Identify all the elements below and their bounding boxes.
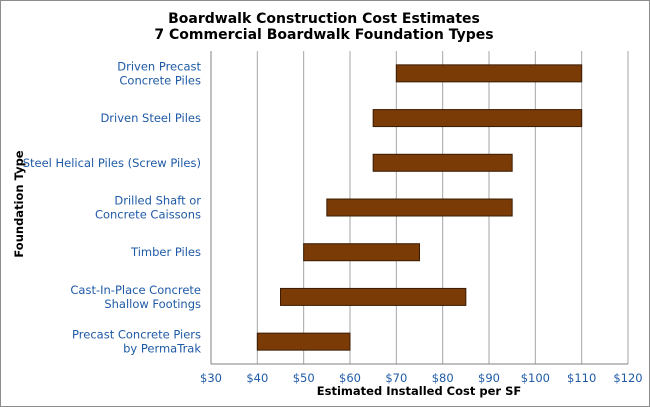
category-label: Cast-In-Place Concrete bbox=[70, 283, 201, 297]
range-bar bbox=[303, 243, 420, 262]
range-bar bbox=[280, 287, 467, 306]
category-label: Concrete Caissons bbox=[95, 208, 201, 222]
x-tick-label: $70 bbox=[385, 371, 407, 385]
range-bar bbox=[326, 198, 513, 217]
x-tick-label: $50 bbox=[293, 371, 315, 385]
x-axis-label: Estimated Installed Cost per SF bbox=[317, 384, 521, 398]
category-label: Concrete Piles bbox=[119, 73, 201, 87]
category-label: Precast Concrete Piers bbox=[72, 328, 201, 342]
category-label: Drilled Shaft or bbox=[114, 194, 201, 208]
x-tick-label: $40 bbox=[246, 371, 268, 385]
y-axis-label: Foundation Type bbox=[12, 150, 26, 257]
range-bar bbox=[395, 64, 583, 83]
range-bar bbox=[372, 153, 513, 172]
category-label: Driven Steel Piles bbox=[100, 111, 201, 125]
category-label: Steel Helical Piles (Screw Piles) bbox=[23, 156, 201, 170]
x-tick-label: $100 bbox=[521, 371, 550, 385]
x-tick-label: $90 bbox=[478, 371, 500, 385]
category-label: by PermaTrak bbox=[123, 342, 201, 356]
chart-subtitle: 7 Commercial Boardwalk Foundation Types bbox=[154, 27, 493, 43]
category-label: Shallow Footings bbox=[104, 297, 201, 311]
plot-area: $30 $40 $50 $60 $70 $80 $90 $100 $110 $120 Driven … bbox=[23, 51, 643, 385]
x-tick-label: $80 bbox=[432, 371, 454, 385]
range-bar bbox=[256, 332, 351, 351]
x-tick-label: $60 bbox=[339, 371, 361, 385]
range-bar bbox=[372, 109, 583, 128]
category-label: Timber Piles bbox=[130, 245, 201, 259]
category-label: Driven Precast bbox=[117, 59, 201, 73]
x-tick-label: $120 bbox=[613, 371, 642, 385]
x-tick-label: $110 bbox=[567, 371, 596, 385]
x-tick-label: $30 bbox=[200, 371, 222, 385]
chart-title: Boardwalk Construction Cost Estimates bbox=[168, 11, 480, 27]
